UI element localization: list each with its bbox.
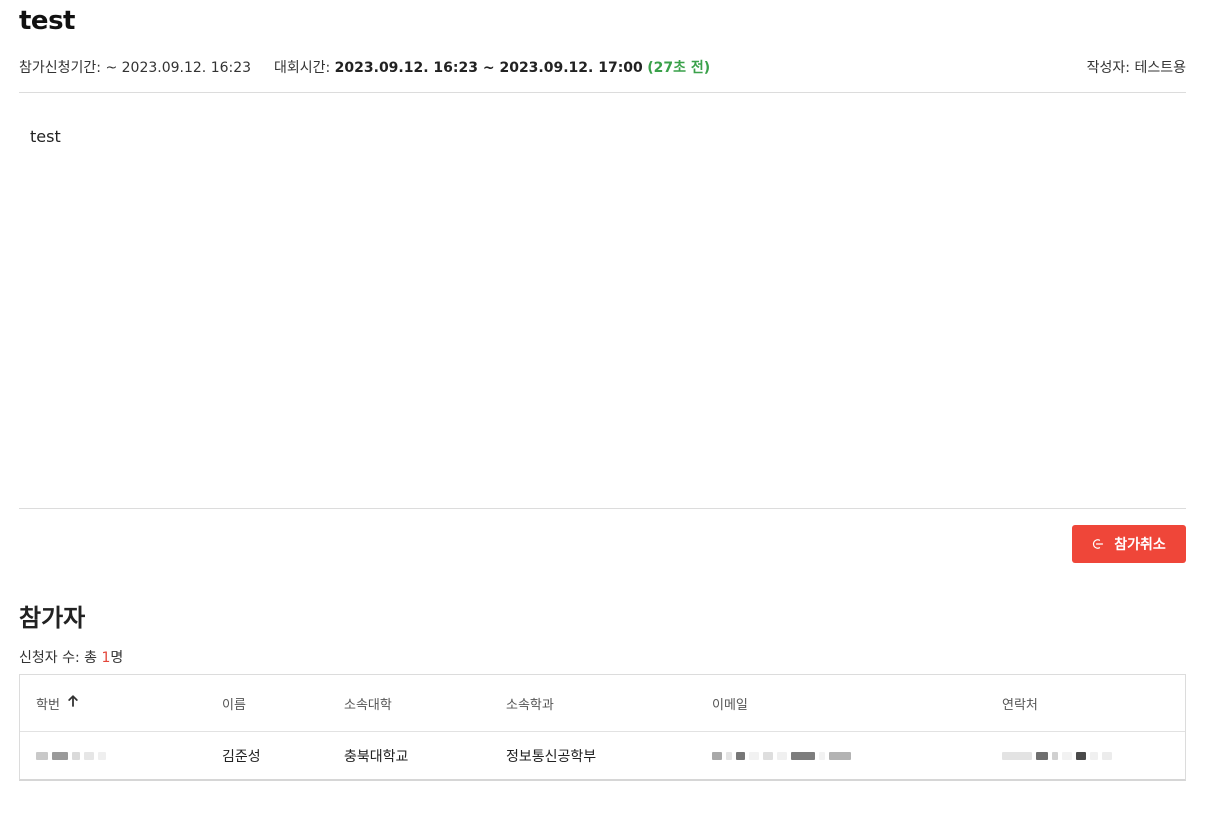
phone-cell: [1002, 732, 1112, 779]
table-header: 학번 이름 소속대학 소속학과 이메일 연락처: [20, 675, 1185, 732]
column-email[interactable]: 이메일: [712, 675, 748, 731]
contest-meta: 참가신청기간: ~ 2023.09.12. 16:23 대회시간: 2023.0…: [19, 57, 710, 77]
remaining-time: (27초 전): [647, 60, 711, 76]
name-cell: 김준성: [222, 748, 261, 765]
applicant-count-suffix: 명: [110, 650, 124, 666]
column-email-label: 이메일: [712, 697, 748, 713]
contest-title: test: [19, 6, 75, 36]
college-cell: 충북대학교: [344, 748, 409, 765]
author: 작성자: 테스트용: [1087, 57, 1186, 77]
contest-body: test: [30, 127, 61, 146]
applicant-count-prefix: 신청자 수: 총: [19, 650, 102, 666]
column-name-label: 이름: [222, 697, 246, 713]
redacted-phone: [1002, 732, 1112, 779]
application-period-value: ~ 2023.09.12. 16:23: [105, 60, 252, 76]
cancel-participation-label: 참가취소: [1114, 537, 1166, 553]
divider-bottom: [19, 508, 1186, 509]
column-phone[interactable]: 연락처: [1002, 675, 1038, 731]
participants-title: 참가자: [19, 604, 86, 632]
column-phone-label: 연락처: [1002, 697, 1038, 713]
column-department-label: 소속학과: [506, 697, 554, 713]
author-value: 테스트용: [1134, 60, 1186, 76]
column-department[interactable]: 소속학과: [506, 675, 554, 731]
column-college-label: 소속대학: [344, 697, 392, 713]
author-label: 작성자:: [1086, 60, 1131, 76]
contest-time-label: 대회시간:: [273, 60, 331, 76]
divider-top: [19, 92, 1186, 93]
logout-icon: [1092, 538, 1104, 550]
student-id-cell: [36, 732, 106, 779]
applicant-count-value: 1: [101, 650, 111, 666]
column-college[interactable]: 소속대학: [344, 675, 392, 731]
column-student-id[interactable]: 학번: [36, 675, 78, 731]
column-name[interactable]: 이름: [222, 675, 246, 731]
cancel-participation-button[interactable]: 참가취소: [1072, 525, 1186, 563]
application-period-label: 참가신청기간:: [19, 60, 101, 76]
column-student-id-label: 학번: [36, 697, 60, 713]
arrow-up-icon[interactable]: [68, 695, 78, 711]
department-cell: 정보통신공학부: [506, 748, 597, 765]
contest-time-value: 2023.09.12. 16:23 ~ 2023.09.12. 17:00: [334, 60, 643, 76]
redacted-student-id: [36, 732, 106, 779]
table-row[interactable]: 김준성 충북대학교 정보통신공학부: [20, 732, 1185, 779]
applicant-count: 신청자 수: 총 1명: [19, 647, 123, 667]
participants-table: 학번 이름 소속대학 소속학과 이메일 연락처: [19, 674, 1186, 781]
redacted-email: [712, 732, 851, 779]
email-cell: [712, 732, 851, 779]
